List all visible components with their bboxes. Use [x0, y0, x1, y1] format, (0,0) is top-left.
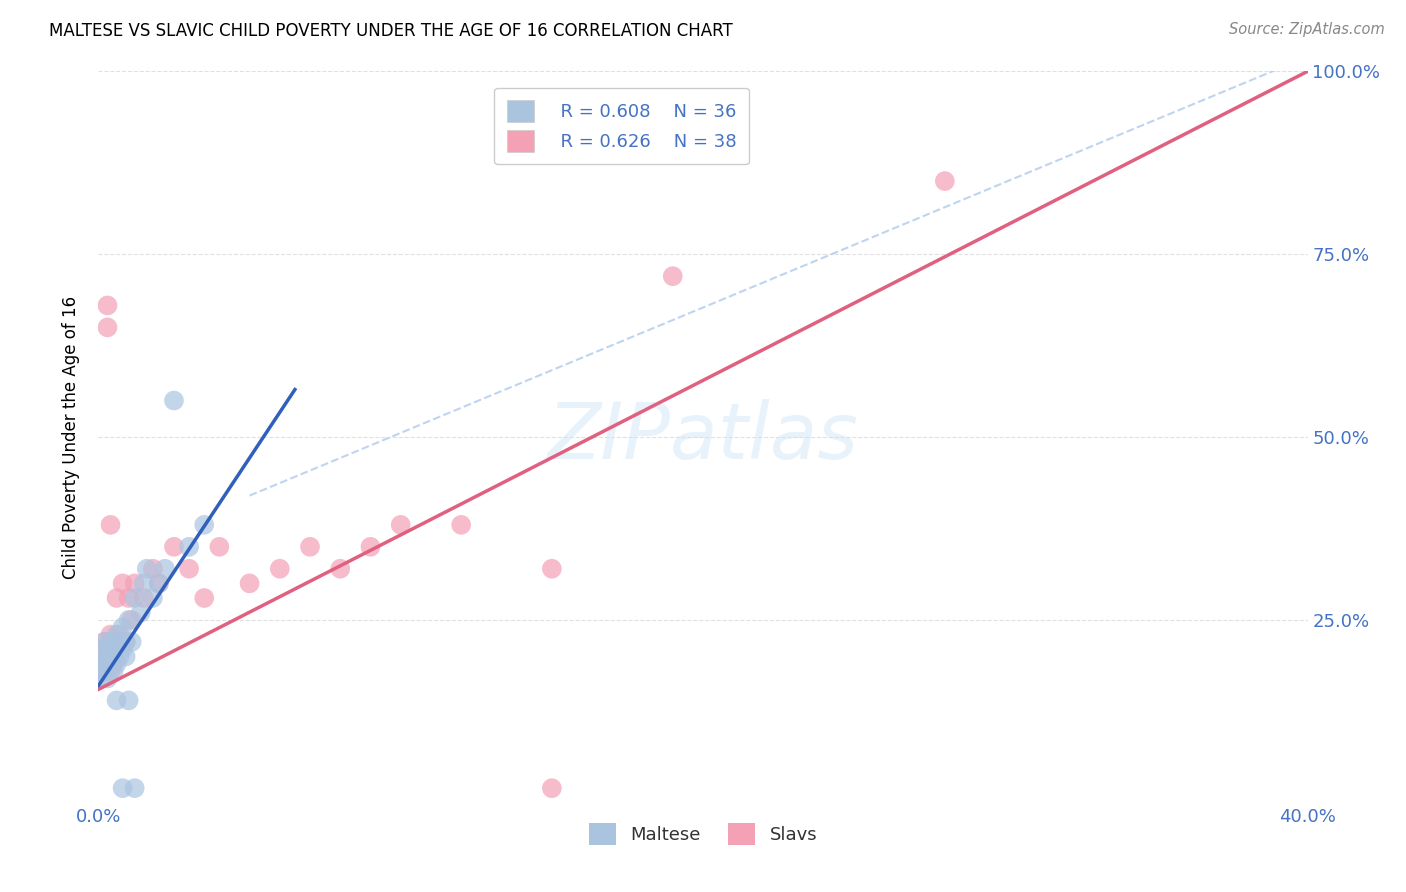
Point	[121, 635, 143, 649]
Point	[114, 635, 136, 649]
Point	[114, 635, 136, 649]
Point	[108, 627, 131, 641]
Point	[114, 649, 136, 664]
Text: MALTESE VS SLAVIC CHILD POVERTY UNDER THE AGE OF 16 CORRELATION CHART: MALTESE VS SLAVIC CHILD POVERTY UNDER TH…	[49, 22, 733, 40]
Point	[540, 562, 562, 576]
Point	[96, 657, 118, 671]
Point	[142, 591, 165, 605]
Point	[105, 627, 128, 641]
Point	[103, 642, 125, 657]
Point	[100, 627, 122, 641]
Point	[93, 635, 115, 649]
Point	[450, 517, 472, 532]
Point	[90, 664, 112, 678]
Point	[934, 174, 956, 188]
Point	[108, 635, 131, 649]
Point	[118, 693, 141, 707]
Point	[96, 320, 118, 334]
Point	[121, 613, 143, 627]
Point	[540, 781, 562, 796]
Y-axis label: Child Poverty Under the Age of 16: Child Poverty Under the Age of 16	[62, 295, 80, 579]
Point	[90, 642, 112, 657]
Point	[96, 298, 118, 312]
Point	[148, 576, 170, 591]
Point	[105, 657, 128, 671]
Point	[93, 664, 115, 678]
Point	[105, 693, 128, 707]
Point	[111, 642, 134, 657]
Point	[90, 672, 112, 686]
Point	[118, 591, 141, 605]
Point	[329, 562, 352, 576]
Point	[135, 562, 157, 576]
Point	[100, 517, 122, 532]
Text: ZIPatlas: ZIPatlas	[547, 399, 859, 475]
Point	[93, 635, 115, 649]
Point	[661, 269, 683, 284]
Point	[389, 517, 412, 532]
Point	[179, 562, 201, 576]
Point	[105, 635, 128, 649]
Point	[239, 576, 262, 591]
Point	[299, 540, 322, 554]
Point	[148, 576, 170, 591]
Point	[124, 576, 146, 591]
Point	[93, 649, 115, 664]
Text: Source: ZipAtlas.com: Source: ZipAtlas.com	[1229, 22, 1385, 37]
Legend: Maltese, Slavs: Maltese, Slavs	[582, 816, 824, 852]
Point	[105, 591, 128, 605]
Point	[90, 642, 112, 657]
Point	[193, 517, 215, 532]
Point	[132, 591, 155, 605]
Point	[163, 393, 186, 408]
Point	[153, 562, 176, 576]
Point	[96, 672, 118, 686]
Point	[108, 649, 131, 664]
Point	[103, 642, 125, 657]
Point	[100, 664, 122, 678]
Point	[100, 649, 122, 664]
Point	[90, 657, 112, 671]
Point	[111, 576, 134, 591]
Point	[179, 540, 201, 554]
Point	[132, 576, 155, 591]
Point	[111, 781, 134, 796]
Point	[118, 613, 141, 627]
Point	[360, 540, 382, 554]
Point	[124, 781, 146, 796]
Point	[163, 540, 186, 554]
Point	[96, 649, 118, 664]
Point	[269, 562, 291, 576]
Point	[193, 591, 215, 605]
Point	[103, 664, 125, 678]
Point	[111, 620, 134, 634]
Point	[142, 562, 165, 576]
Point	[124, 591, 146, 605]
Point	[93, 657, 115, 671]
Point	[129, 606, 152, 620]
Point	[103, 657, 125, 671]
Point	[208, 540, 231, 554]
Point	[100, 635, 122, 649]
